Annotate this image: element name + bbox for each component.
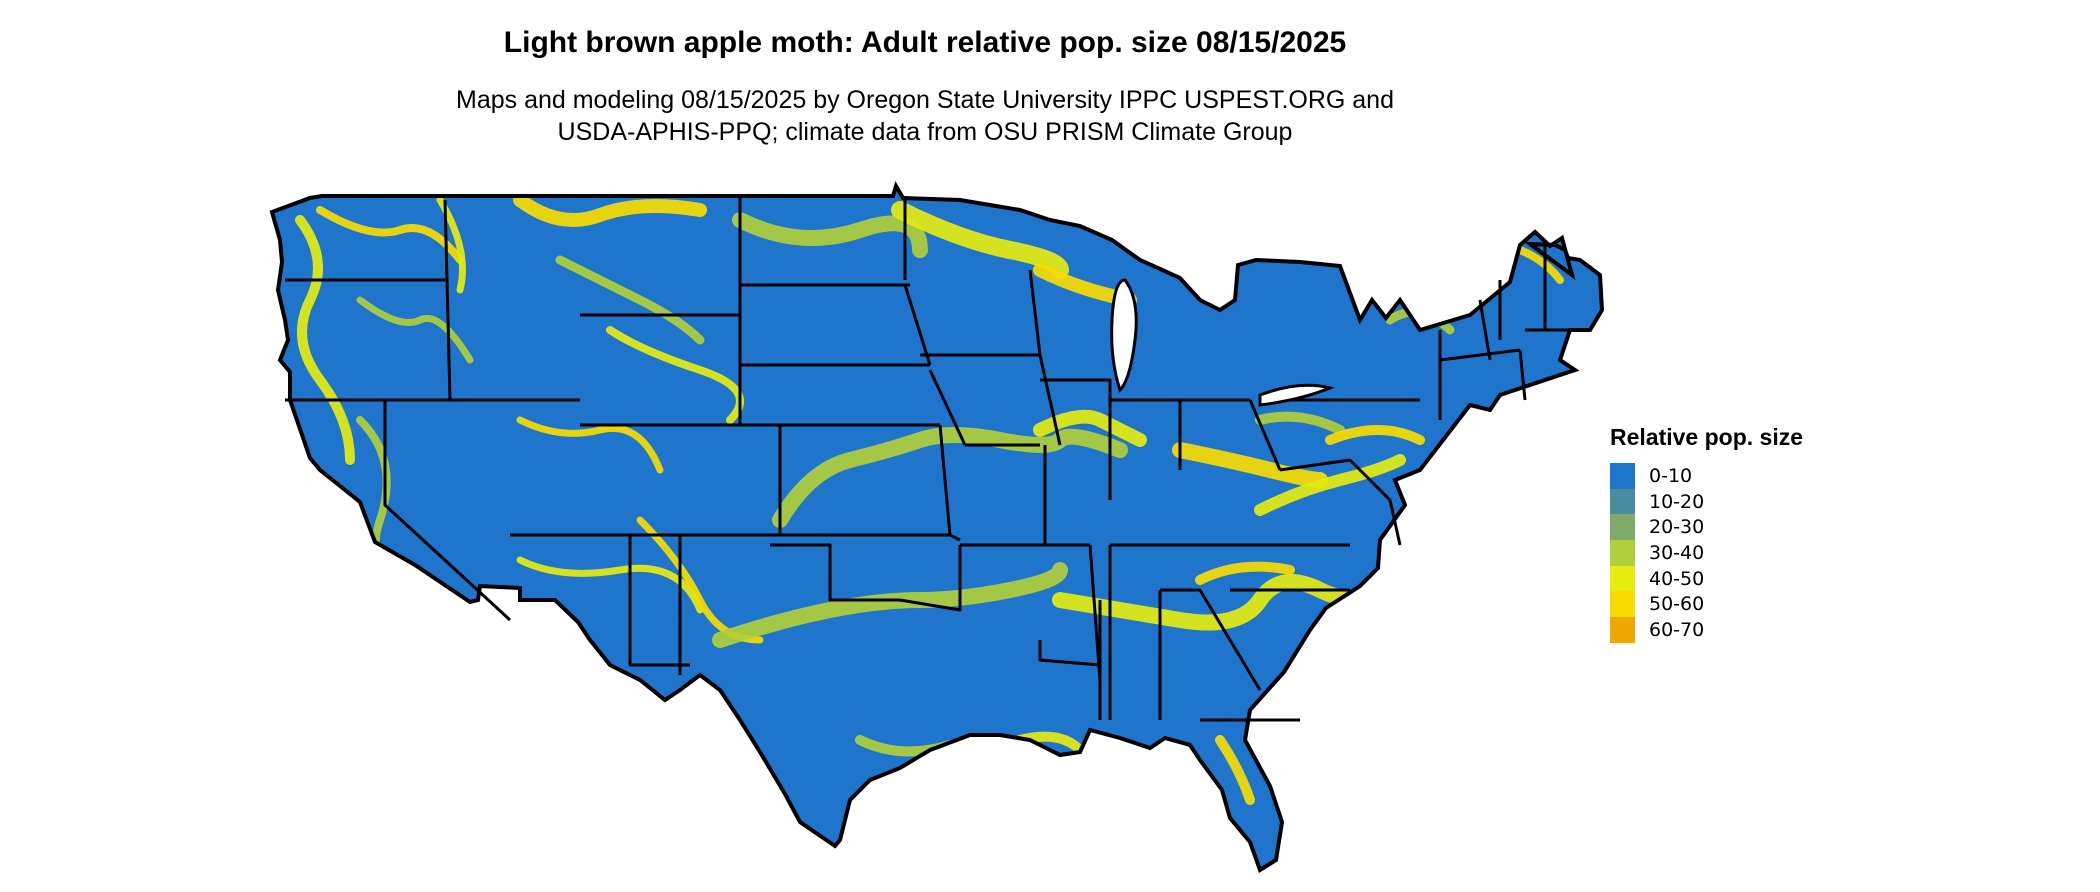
hotspot-band	[513, 193, 707, 227]
legend-item: 30-40	[1610, 540, 1803, 566]
map-title: Light brown apple moth: Adult relative p…	[503, 26, 1347, 59]
legend: Relative pop. size 0-10 10-20 20-30 30-4…	[1610, 424, 1803, 643]
legend-item: 10-20	[1610, 488, 1803, 515]
hotspot-band	[891, 201, 1069, 279]
hotspot-band	[295, 215, 355, 465]
legend-label: 60-70	[1649, 618, 1705, 641]
legend-item: 50-60	[1610, 591, 1803, 618]
hotspot-band	[1033, 409, 1147, 447]
map-base-fill	[272, 186, 1602, 870]
legend-title: Relative pop. size	[1610, 424, 1804, 450]
hotspot-band	[732, 212, 928, 258]
hotspot-band	[356, 296, 474, 364]
state-boundaries	[285, 196, 1590, 722]
legend-item: 60-70	[1610, 617, 1803, 643]
legend-swatch	[1610, 488, 1635, 515]
hotspot-band	[1516, 246, 1564, 284]
legend-label: 30-40	[1649, 541, 1705, 564]
legend-label: 50-60	[1649, 593, 1705, 616]
legend-label: 10-20	[1649, 490, 1705, 513]
legend-swatch	[1610, 565, 1635, 592]
lake-michigan	[1110, 278, 1138, 393]
subtitle-line-1: Maps and modeling 08/15/2025 by Oregon S…	[456, 86, 1394, 114]
hotspot-band	[772, 427, 1128, 528]
legend-item: 0-10	[1610, 463, 1803, 489]
subtitle-line-2: USDA-APHIS-PPQ; climate data from OSU PR…	[557, 118, 1293, 146]
hotspot-band	[1195, 561, 1295, 585]
hotspot-band	[712, 562, 1068, 648]
state-line	[285, 196, 1590, 722]
hotspot-band	[555, 255, 705, 345]
hotspot-band	[1435, 255, 1505, 275]
lake-erie	[1258, 383, 1335, 407]
legend-swatch	[1610, 514, 1635, 541]
hotspot-band	[316, 206, 464, 264]
hotspot-band	[516, 416, 664, 474]
map-subtitle: Maps and modeling 08/15/2025 by Oregon S…	[0, 84, 1850, 148]
hotspot-band	[1254, 454, 1406, 516]
legend-swatch	[1610, 540, 1635, 566]
legend-label: 0-10	[1649, 464, 1693, 487]
legend-item: 40-50	[1610, 565, 1803, 592]
legend-item: 20-30	[1610, 514, 1803, 541]
legend-label: 40-50	[1649, 567, 1705, 590]
legend-swatch	[1610, 617, 1635, 643]
hotspot-band	[1215, 735, 1255, 805]
hotspot-band	[516, 556, 704, 614]
hotspot-band	[1255, 411, 1345, 435]
hotspot-band	[1325, 425, 1425, 445]
great-lakes	[1110, 278, 1335, 407]
hotspot-band	[1172, 442, 1328, 488]
legend-swatch	[1610, 463, 1635, 489]
legend-rows: 0-10 10-20 20-30 30-40 40-50 50-60 60-70	[1610, 463, 1803, 643]
legend-swatch	[1610, 591, 1635, 618]
hotspot-band	[1052, 572, 1388, 631]
legend-label: 20-30	[1649, 516, 1705, 539]
